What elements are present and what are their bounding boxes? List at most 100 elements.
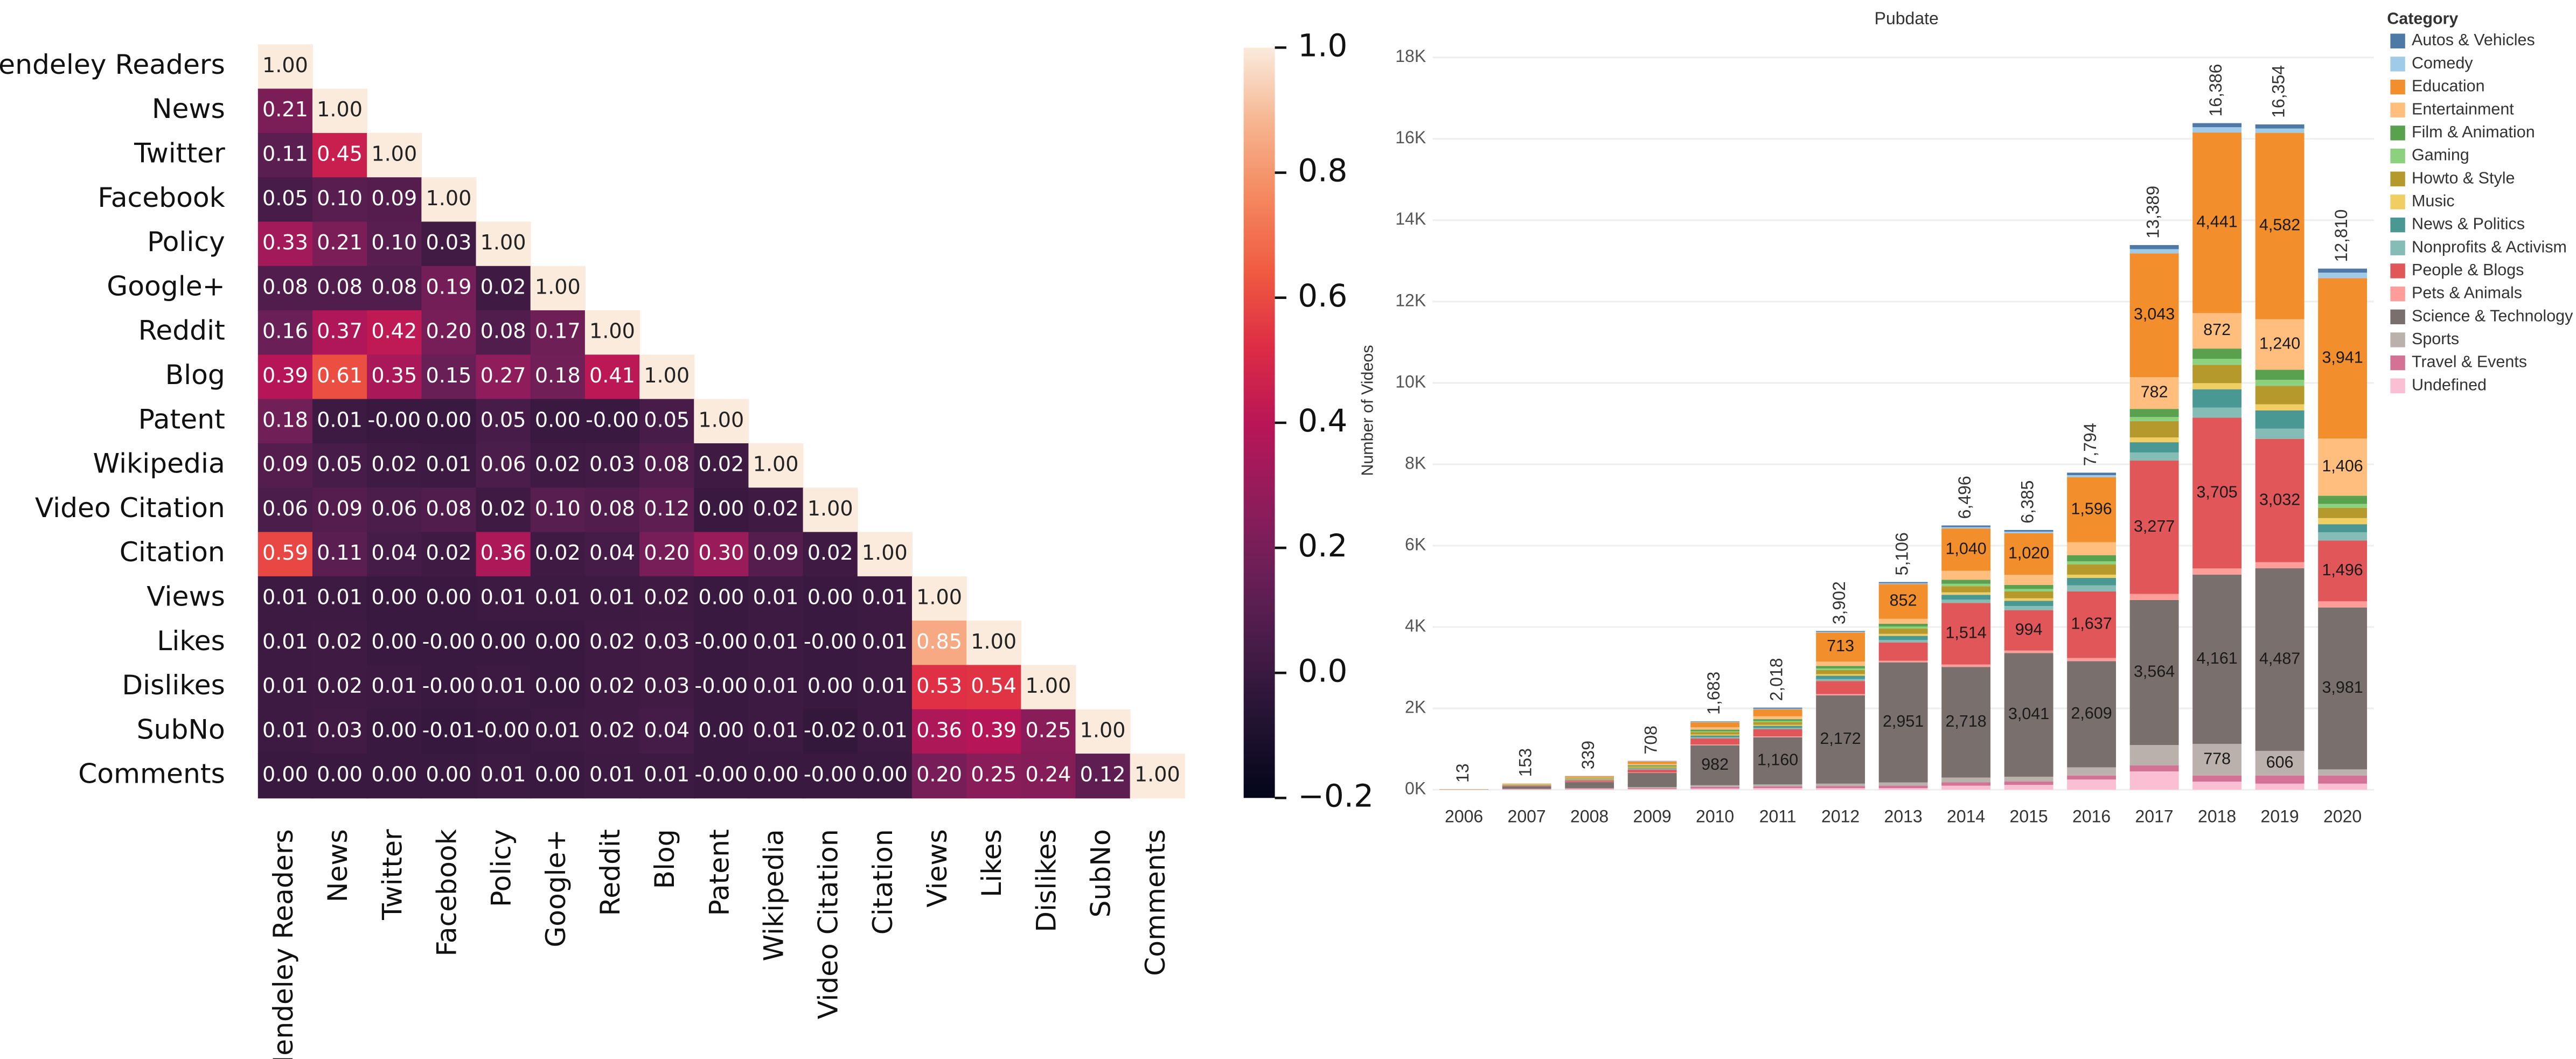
bar-segment [2318,783,2368,790]
bar-segment [2318,504,2368,508]
cell-label: -0.01 [422,718,476,742]
heat-cell [257,532,313,577]
heat-cell [312,177,368,222]
heat-cell [1021,709,1076,754]
bar-segment [1753,716,1802,720]
heat-cell [748,532,804,577]
total-label: 3,902 [1829,581,1849,624]
heat-cell [857,709,913,754]
heat-cell [639,576,695,622]
bar-segment [2318,532,2368,541]
bar-segment [1690,738,1740,745]
heat-cell [857,576,913,622]
bar-segment [2004,530,2053,532]
bar-segment [1502,789,1551,790]
segment-label: 3,032 [2259,490,2300,508]
cell-label: 1.00 [371,142,417,166]
cell-label: 0.10 [535,497,581,520]
heat-cell [857,754,913,799]
cell-label: 0.00 [426,586,471,609]
bar-segment [1627,768,1677,769]
cell-label: 0.02 [535,452,581,476]
bar-segment [1941,580,1991,584]
legend-label: People & Blogs [2412,261,2524,279]
cell-label: 0.02 [317,630,363,653]
cell-label: 0.01 [535,718,581,742]
cell-label: 0.12 [644,497,690,520]
bar-segment [2129,245,2179,249]
heat-cell [803,754,858,799]
cell-label: 0.05 [481,408,526,431]
cell-label: 0.00 [535,763,581,786]
y-axis-label: Number of Videos [1358,345,1376,476]
segment-label: 713 [1827,637,1854,655]
bar-segment [1502,784,1551,785]
segment-label: 2,609 [2071,704,2112,722]
heat-cell [694,443,749,489]
col-label: Facebook [430,829,462,956]
segment-label: 3,981 [2322,678,2363,696]
segment-label: 782 [2141,383,2168,401]
cell-label: 1.00 [916,586,962,609]
heat-cell [694,487,749,533]
y-tick-label: 12K [1395,290,1426,310]
col-label: News [322,829,353,902]
cell-label: 0.00 [535,630,581,653]
x-tick-label: 2006 [1445,806,1483,826]
segment-label: 852 [1890,591,1917,610]
bar-segment [1878,628,1928,634]
heat-cell [257,88,313,134]
x-tick-label: 2012 [1821,806,1860,826]
chart-title: Pubdate [1875,9,1939,28]
cell-label: 0.24 [1025,763,1071,786]
cell-label: 0.03 [644,630,690,653]
total-label: 16,386 [2206,64,2225,117]
heat-cell [530,266,586,311]
heat-cell [421,665,477,710]
heat-cell [421,221,477,267]
cell-label: 0.00 [371,718,417,742]
heat-cell [803,621,858,666]
heat-cell [803,576,858,622]
bar-segment [1753,786,1802,789]
segment-label: 4,582 [2259,216,2300,234]
legend-title: Category [2387,10,2458,28]
bar-segment [2067,779,2117,790]
total-label: 2,018 [1767,658,1786,701]
bar-segment [1753,784,1802,787]
heatmap: Mendeley Readers News Twitter Facebook Polic… [0,27,1374,1059]
heat-cell [476,532,531,577]
heat-cell [966,621,1022,666]
bar-segment [1565,789,1614,790]
bar-segment [2318,540,2368,602]
heat-cell [748,709,804,754]
bar-segment [2192,782,2242,790]
cell-label: 0.10 [371,231,417,254]
heat-cell [911,621,967,666]
segment-label: 2,718 [1945,712,1986,730]
segment-label: 3,043 [2134,305,2175,323]
bar-segment [2129,249,2179,254]
segment-label: 2,951 [1883,712,1924,730]
segment-label: 1,596 [2071,499,2112,518]
bar-segment [2004,598,2053,601]
cell-label: 0.08 [262,275,308,298]
heat-cell [476,621,531,666]
bar-segment [1690,721,1740,722]
cell-label: -0.00 [367,408,421,431]
bar-segment [1878,584,1928,619]
cell-label: 0.25 [971,763,1017,786]
heat-cell [476,576,531,622]
heat-cell [312,354,368,400]
bar-segment [1627,772,1677,788]
cell-label: 0.01 [753,630,799,653]
heat-cell [312,754,368,799]
bar-segment [1565,777,1614,778]
col-label: Views [921,829,953,908]
cell-label: 0.15 [426,364,471,387]
bar-segment [2192,743,2242,776]
bar-segment [1878,785,1928,789]
cell-label: 0.02 [698,452,744,476]
legend-swatch [2390,126,2405,141]
cell-label: 0.37 [317,319,363,343]
